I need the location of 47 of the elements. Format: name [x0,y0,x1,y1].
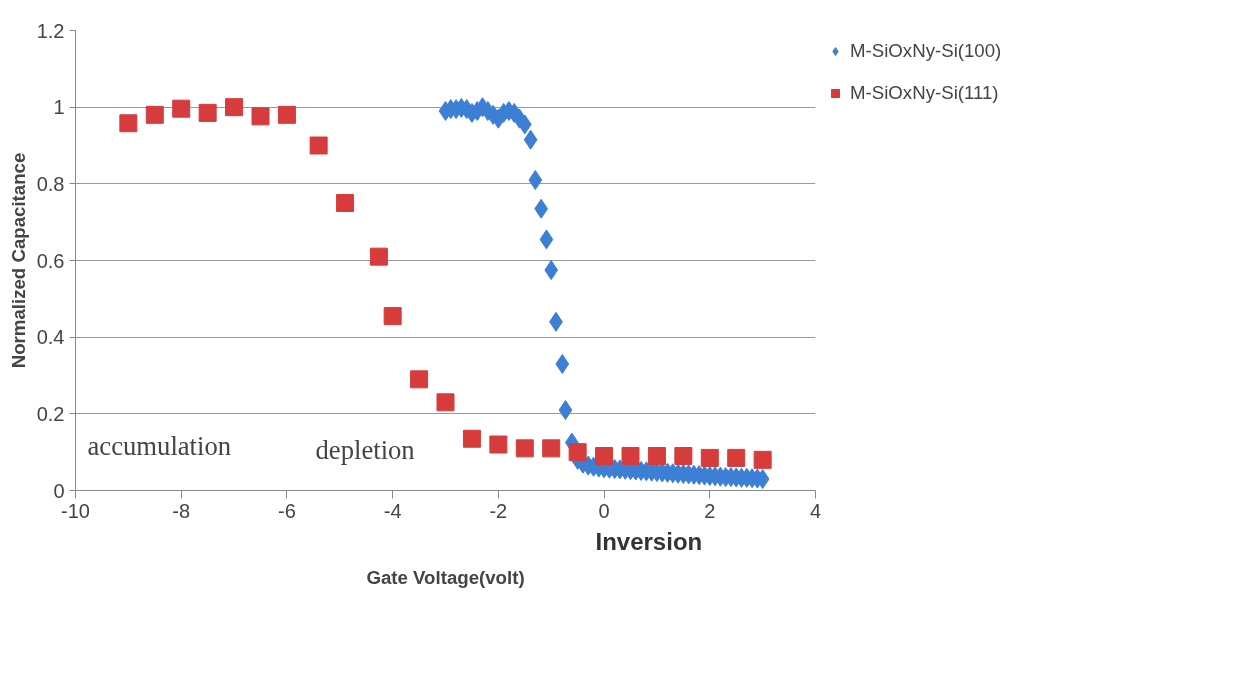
x-tick-label: -6 [278,499,296,522]
point [410,370,429,389]
point [309,136,328,155]
y-tick-label: 1 [53,96,65,119]
point [383,307,402,326]
point [727,448,746,467]
point [489,435,508,454]
point [436,393,455,412]
y-tick-label: 1.2 [36,19,65,42]
point [700,448,719,467]
point [647,447,666,465]
y-tick-label: 0 [53,479,65,502]
x-tick-label: 2 [704,499,716,522]
y-tick-label: 0.4 [36,326,65,349]
point [595,447,614,465]
annotation: accumulation [87,430,232,461]
x-tick-label: -2 [489,499,508,522]
y-tick-label: 0.2 [36,402,65,425]
x-tick-label: -8 [172,499,191,522]
y-tick-label: 0.6 [36,249,65,272]
point [145,105,164,124]
annotation: depletion [315,434,415,465]
point [369,247,388,266]
point [277,105,296,124]
point [225,98,244,117]
point [119,114,138,133]
point [568,443,587,462]
point [542,439,561,458]
x-axis-title: Gate Voltage(volt) [366,566,525,588]
x-tick-label: -10 [61,499,90,522]
point [621,447,640,465]
point [674,447,693,465]
x-tick-label: -4 [383,499,402,522]
y-axis-title: Normalized Capacitance [7,152,29,369]
point [172,99,191,118]
point [753,450,772,469]
legend-label: M-SiOxNy-Si(111) [850,82,999,104]
point [336,194,355,212]
text: Inversion [595,527,703,555]
point [251,107,270,126]
point [198,103,217,122]
x-tick-label: 0 [598,499,610,522]
point [515,439,534,458]
y-tick-label: 0.8 [36,172,65,195]
point [462,429,481,448]
legend-label: M-SiOxNy-Si(100) [850,40,1002,62]
x-tick-label: 4 [809,499,822,522]
